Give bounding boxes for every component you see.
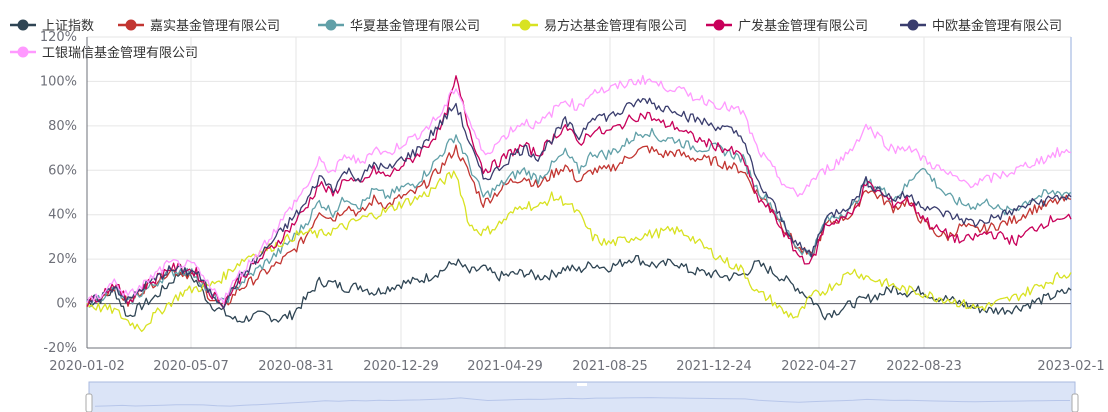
x-tick-label: 2021-08-25: [572, 359, 648, 374]
x-tick-label: 2021-04-29: [467, 359, 543, 374]
datazoom-track[interactable]: [88, 381, 1076, 412]
x-tick-label: 2020-08-31: [258, 359, 334, 374]
series-lines: [86, 74, 1072, 333]
legend-swatch-dot: [17, 19, 29, 31]
series-line-2: [86, 127, 1072, 308]
y-tick-label: 40%: [48, 208, 77, 223]
chart-grid: [86, 36, 1072, 349]
y-tick-label: 20%: [48, 252, 77, 267]
legend-label: 中欧基金管理有限公司: [932, 18, 1062, 34]
datazoom-handle-right[interactable]: [1071, 393, 1079, 412]
series-line-1: [86, 144, 1072, 308]
legend-label: 嘉实基金管理有限公司: [150, 18, 280, 34]
series-line-6: [86, 74, 1072, 305]
legend-label: 华夏基金管理有限公司: [350, 18, 480, 34]
y-tick-label: 60%: [48, 163, 77, 178]
legend-item[interactable]: 华夏基金管理有限公司: [318, 18, 480, 34]
legend-item[interactable]: 易方达基金管理有限公司: [512, 18, 687, 34]
datazoom-preview: [94, 397, 1070, 407]
chart-legend: 上证指数 嘉实基金管理有限公司 华夏基金管理有限公司 易方达基金管理有限公司 广发基金管…: [10, 18, 1062, 61]
datazoom-handle-left[interactable]: [85, 393, 93, 412]
x-tick-label: 2020-12-29: [363, 359, 439, 374]
legend-label: 工银瑞信基金管理有限公司: [42, 45, 198, 61]
legend-label: 广发基金管理有限公司: [738, 18, 868, 34]
y-tick-label: 100%: [40, 74, 77, 89]
x-tick-label: 2021-12-24: [676, 359, 752, 374]
legend-item[interactable]: 中欧基金管理有限公司: [900, 18, 1062, 34]
y-tick-label: 120%: [40, 30, 77, 45]
x-tick-label: 2023-02-1: [1037, 359, 1104, 374]
series-line-4: [86, 75, 1072, 310]
legend-label: 易方达基金管理有限公司: [544, 18, 687, 34]
x-tick-label: 2020-05-07: [153, 359, 229, 374]
legend-swatch-dot: [713, 19, 725, 31]
legend-item[interactable]: 上证指数: [10, 19, 94, 34]
series-line-5: [86, 97, 1072, 310]
legend-swatch-dot: [519, 19, 531, 31]
x-axis: 2020-01-02 2020-05-07 2020-08-31 2020-12-29…: [49, 359, 1104, 374]
x-tick-label: 2022-08-23: [886, 359, 962, 374]
legend-item[interactable]: 嘉实基金管理有限公司: [118, 18, 280, 34]
legend-swatch-dot: [907, 19, 919, 31]
x-tick-label: 2022-04-27: [781, 359, 857, 374]
y-tick-label: -20%: [43, 341, 77, 356]
series-line-3: [86, 170, 1072, 333]
legend-item[interactable]: 工银瑞信基金管理有限公司: [10, 45, 198, 61]
y-tick-label: 80%: [48, 119, 77, 134]
series-line-0: [86, 254, 1072, 323]
y-tick-label: 0%: [56, 297, 77, 312]
legend-swatch-dot: [17, 46, 29, 58]
legend-label: 上证指数: [42, 19, 94, 34]
y-axis: 120% 100% 80% 60% 40% 20% 0% -20%: [40, 30, 77, 356]
legend-swatch-dot: [325, 19, 337, 31]
legend-swatch-dot: [125, 19, 137, 31]
legend-item[interactable]: 广发基金管理有限公司: [706, 18, 868, 34]
x-tick-label: 2020-01-02: [49, 359, 125, 374]
datazoom-slider[interactable]: [85, 381, 1079, 412]
datazoom-grip[interactable]: [577, 383, 587, 386]
